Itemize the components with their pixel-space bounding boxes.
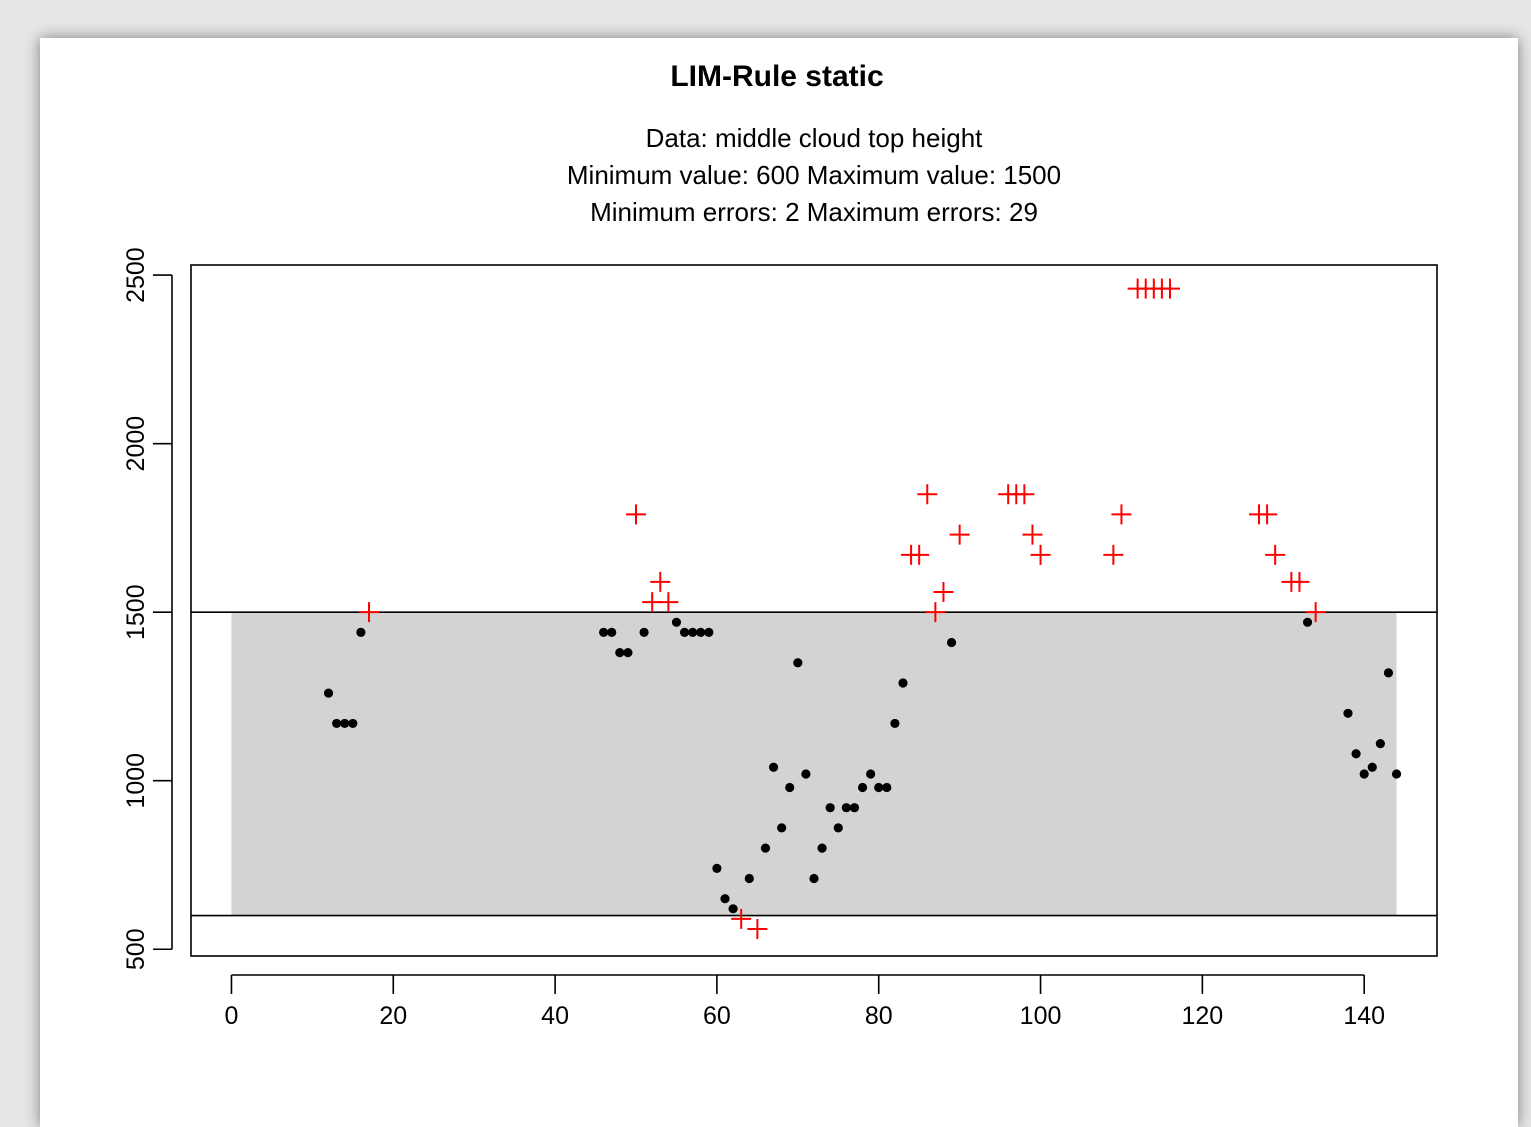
- data-point-dot: [866, 769, 876, 779]
- x-tick-label: 60: [703, 1002, 731, 1030]
- x-tick-label: 100: [1020, 1002, 1062, 1030]
- chart-svg: LIM-Rule static Data: middle cloud top h…: [122, 60, 1438, 1030]
- data-point-error-plus: [1030, 544, 1051, 565]
- data-point-error-plus: [917, 484, 938, 505]
- data-point-dot: [712, 863, 722, 873]
- data-point-dot: [607, 627, 617, 638]
- data-point-dot: [323, 688, 334, 698]
- chart-subtitle-line-2: Minimum value: 600 Maximum value: 1500: [567, 160, 1061, 190]
- data-point-dot: [639, 627, 649, 638]
- y-tick-label: 500: [122, 928, 150, 970]
- data-point-dot: [332, 718, 342, 729]
- data-point-dot: [615, 648, 625, 658]
- x-tick-label: 80: [865, 1002, 893, 1030]
- data-point-error-plus: [359, 602, 379, 623]
- x-tick-label: 120: [1182, 1002, 1224, 1030]
- valid-range-band: [231, 612, 1397, 916]
- y-tick-label: 2500: [122, 247, 150, 303]
- data-point-error-plus: [1111, 504, 1132, 525]
- data-point-dot: [744, 873, 754, 884]
- data-point-dot: [728, 904, 738, 914]
- chart-subtitle-line-1: Data: middle cloud top height: [646, 123, 984, 153]
- data-point-dot: [890, 718, 900, 729]
- data-point-error-plus: [949, 524, 970, 545]
- x-tick-label: 0: [225, 1002, 239, 1030]
- data-point-dot: [1391, 769, 1402, 779]
- data-point-error-plus: [650, 571, 671, 592]
- data-point-dot: [768, 762, 779, 772]
- data-point-error-plus: [747, 919, 768, 940]
- y-tick-label: 1000: [122, 753, 150, 809]
- data-point-dot: [688, 627, 698, 638]
- data-point-dot: [857, 782, 868, 793]
- data-point-error-plus: [1103, 544, 1124, 565]
- data-point-error-plus: [1022, 524, 1043, 545]
- plot-frame: [190, 264, 1438, 957]
- data-point-error-plus: [731, 908, 752, 929]
- x-tick-label: 40: [541, 1002, 569, 1030]
- data-point-dot: [817, 843, 827, 853]
- x-tick-label: 140: [1343, 1002, 1385, 1030]
- data-point-dot: [696, 627, 706, 638]
- data-point-dot: [679, 627, 690, 638]
- data-point-dot: [833, 823, 843, 833]
- data-point-dot: [340, 718, 350, 729]
- data-point-error-plus: [1289, 571, 1310, 592]
- data-point-dot: [1383, 668, 1394, 678]
- data-point-dot: [785, 782, 795, 793]
- data-point-error-plus: [1014, 484, 1035, 505]
- data-point-dot: [809, 873, 819, 884]
- data-point-dot: [1302, 617, 1313, 627]
- data-point-dot: [882, 782, 892, 793]
- data-point-dot: [898, 678, 908, 688]
- data-point-dot: [1343, 708, 1353, 718]
- data-point-dot: [1359, 769, 1369, 779]
- data-point-dot: [1375, 739, 1385, 749]
- data-point-error-plus: [909, 544, 930, 565]
- data-point-error-plus: [925, 602, 946, 623]
- data-point-dot: [793, 658, 803, 668]
- data-point-dot: [704, 627, 714, 638]
- data-point-error-plus: [1305, 602, 1326, 623]
- data-point-dot: [356, 627, 366, 638]
- data-point-dot: [623, 648, 633, 658]
- data-point-error-plus: [933, 581, 954, 602]
- data-point-dot: [825, 803, 835, 813]
- data-point-error-plus: [1160, 278, 1180, 299]
- data-point-dot: [671, 617, 682, 627]
- chart-figure: LIM-Rule static Data: middle cloud top h…: [40, 38, 1518, 1127]
- data-point-dot: [348, 718, 358, 729]
- data-point-dot: [874, 782, 884, 793]
- data-point-dot: [760, 843, 771, 853]
- plot-area: 0 20 40 60 80 100 120 140 500 1000 1500 2000 2500: [122, 247, 1438, 1030]
- data-point-dot: [946, 637, 957, 648]
- data-point-dot: [777, 823, 787, 833]
- data-point-error-plus: [658, 592, 679, 613]
- data-point-dot: [720, 894, 730, 904]
- chart-title: LIM-Rule static: [670, 60, 883, 93]
- data-point-error-plus: [1257, 504, 1278, 525]
- data-point-dot: [801, 769, 811, 779]
- y-tick-label: 2000: [122, 416, 150, 472]
- data-point-error-plus: [1265, 544, 1286, 565]
- data-point-error-plus: [626, 504, 646, 525]
- data-point-dot: [841, 803, 851, 813]
- x-tick-label: 20: [379, 1002, 407, 1030]
- y-tick-label: 1500: [122, 584, 150, 640]
- chart-subtitle-line-3: Minimum errors: 2 Maximum errors: 29: [590, 197, 1038, 227]
- data-point-dot: [849, 803, 860, 813]
- data-point-dot: [599, 627, 609, 638]
- data-point-dot: [1351, 749, 1361, 759]
- data-point-dot: [1367, 762, 1377, 772]
